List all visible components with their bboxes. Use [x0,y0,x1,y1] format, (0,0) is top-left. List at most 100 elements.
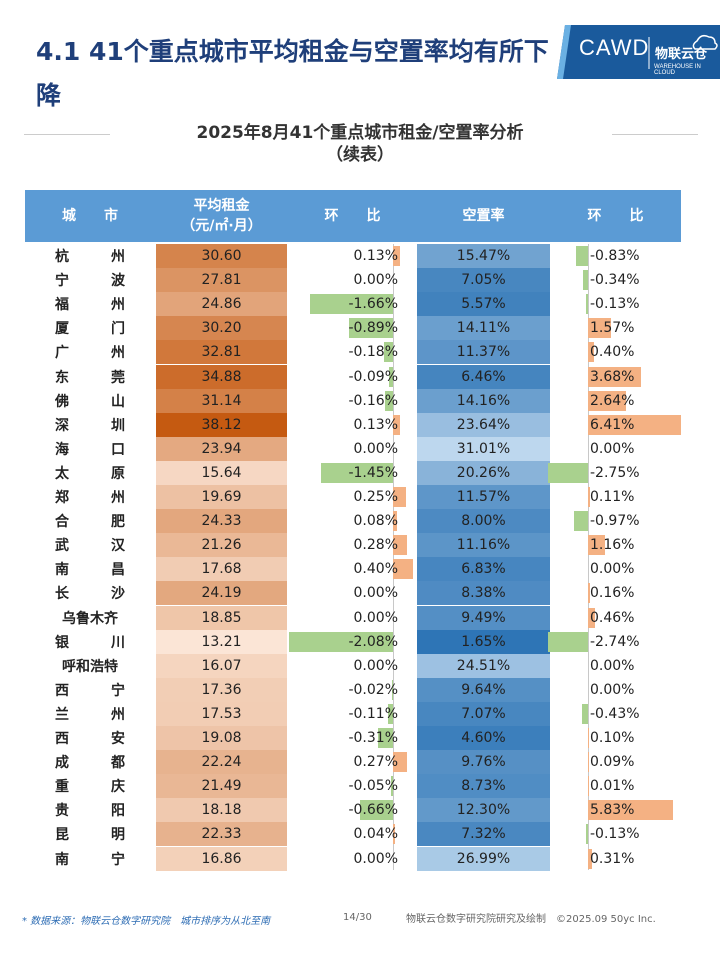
rent-mom-bar [393,511,397,532]
city-name: 深圳 [25,413,155,437]
city-char: 厦 [55,321,69,338]
vacancy-mom-bar [548,462,588,483]
vacancy-cell: 4.60% [417,726,550,750]
city-char: 南 [55,851,69,868]
table-caption-line1: 2025年8月41个重点城市租金/空置率分析 [196,123,524,143]
city-char: 都 [111,755,125,772]
cawd-logo: CAWD 物联云仓 WAREHOUSE IN CLOUD [557,25,720,79]
city-char: 昌 [111,562,125,579]
table-row: 广 州 32.81 -0.18% 11.37% 0.40% [25,340,681,365]
vacancy-mom-bar [548,631,588,652]
vacancy-mom-value: 0.46% [590,609,635,626]
table-row: 呼和浩特 16.07 0.00% 24.51% 0.00% [25,653,681,678]
rent-mom-value: 0.08% [353,513,398,530]
rent-cell: 30.60 [156,244,287,268]
rent-mom-cell: -0.16% [287,389,418,413]
rent-cell: 17.68 [156,557,287,582]
vacancy-cell: 23.64% [417,412,550,437]
rent-mom-value: 0.13% [353,248,398,264]
city-name: 乌鲁木齐 [62,610,118,627]
city-char: 宁 [111,851,125,868]
city-char: 海 [55,441,69,458]
logo-en-text: WAREHOUSE IN CLOUD [654,64,701,76]
vacancy-cell: 14.11% [417,316,550,341]
vacancy-mom-value: 0.40% [590,344,635,361]
rent-mom-value: 0.00% [353,609,398,626]
table-row: 西安 19.08 -0.31% 4.60% 0.10% [25,726,681,750]
logo-cawd-text: CAWD [579,35,650,60]
rent-mom-bar [348,318,393,339]
city-char: 广 [55,345,69,362]
city-char: 合 [55,514,69,531]
vacancy-mom-bar [573,511,588,532]
vacancy-cell: 6.46% [417,364,550,389]
city-char: 贵 [55,803,69,820]
rent-mom-cell: -0.05% [287,774,418,798]
rent-mom-cell: -0.66% [287,798,418,822]
city-name: 重庆 [25,774,155,798]
city-name: 西宁 [25,678,155,702]
rent-cell: 24.33 [156,509,287,534]
rent-cell: 18.85 [156,605,287,630]
table-row: 昆明 22.33 0.04% 7.32% -0.13% [25,822,681,847]
rent-mom-value: 0.00% [353,850,398,867]
rent-mom-value: -0.11% [348,705,398,722]
vacancy-mom-bar [588,728,590,748]
city-char: 重 [55,779,69,796]
credit-note: 物联云仓数字研究院研究及绘制 ©2025.09 50yc Inc. [406,914,656,925]
city-name: 武汉 [25,533,155,557]
rent-mom-value: -1.45% [348,464,398,481]
rent-mom-value: 0.04% [353,826,398,843]
rent-mom-value: -2.08% [348,633,398,650]
rent-cell: 21.49 [156,774,287,799]
vacancy-mom-bar [581,703,588,724]
rent-cell: 22.24 [156,750,287,775]
city-char: 杭 [55,249,69,265]
city-char: 汉 [111,538,125,555]
table-row: 乌鲁木齐 18.85 0.00% 9.49% 0.46% [25,605,681,630]
city-char: 州 [111,345,125,362]
vacancy-mom-bar [588,487,590,507]
table-row: 海口 23.94 0.00% 31.01% 0.00% [25,436,681,461]
rent-mom-cell: -0.11% [287,702,418,726]
rent-mom-value: -0.05% [348,778,398,795]
vacancy-cell: 24.51% [417,653,550,678]
table-row: 贵阳 18.18 -0.66% 12.30% 5.83% [25,798,681,823]
rent-cell: 23.94 [156,436,287,461]
rent-cell: 38.12 [156,412,287,437]
rent-mom-cell: 0.00% [287,581,418,605]
rent-cell: 30.20 [156,316,287,341]
vacancy-cell: 1.65% [417,629,550,654]
rent-mom-cell: 0.00% [287,437,418,461]
vacancy-cell: 26.99% [417,846,550,871]
rent-mom-value: 0.00% [353,585,398,602]
rent-mom-cell: -1.66% [287,292,418,316]
rent-mom-bar [393,414,400,435]
rent-mom-cell: -0.18% [287,340,418,364]
city-name: 西安 [25,726,155,750]
rent-mom-value: -1.66% [348,296,398,313]
city-name: 宁波 [25,268,155,292]
rent-mom-bar [387,703,393,724]
vacancy-mom-value: 5.83% [590,802,635,819]
header-vacancy: 空置率 [462,208,505,224]
table-row: 南宁 16.86 0.00% 26.99% 0.31% [25,846,681,871]
rent-cell: 32.81 [156,340,287,365]
rent-mom-bar [393,824,395,845]
rent-cell: 19.69 [156,485,287,509]
vacancy-cell: 11.37% [417,340,550,365]
city-name: 成都 [25,750,155,774]
data-source-note: * 数据来源：物联云仓数字研究院 城市排序为从北至南 [22,916,271,927]
city-char: 川 [111,634,125,651]
rent-mom-cell: 0.00% [287,847,418,871]
city-char: 宁 [111,682,125,699]
rent-cell: 24.86 [156,292,287,317]
vacancy-mom-value: -2.74% [590,633,640,650]
city-char: 山 [111,393,125,410]
city-char: 深 [55,417,69,434]
table-row: 厦门 30.20 -0.89% 14.11% 1.57% [25,316,681,341]
vacancy-mom-axis [588,244,589,870]
vacancy-mom-value: -0.13% [590,826,640,843]
city-char: 沙 [111,586,125,603]
rent-mom-bar [393,246,400,266]
